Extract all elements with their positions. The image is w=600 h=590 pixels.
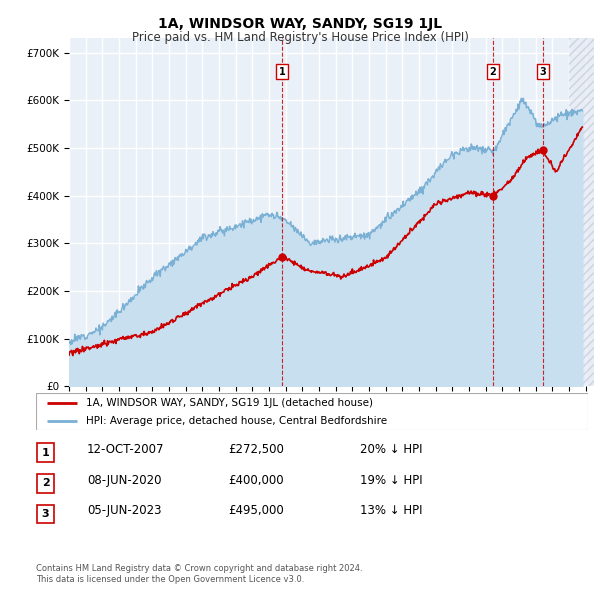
Text: £400,000: £400,000 bbox=[228, 474, 284, 487]
Text: 1A, WINDSOR WAY, SANDY, SG19 1JL: 1A, WINDSOR WAY, SANDY, SG19 1JL bbox=[158, 17, 442, 31]
Text: 1: 1 bbox=[42, 448, 49, 458]
Text: Contains HM Land Registry data © Crown copyright and database right 2024.: Contains HM Land Registry data © Crown c… bbox=[36, 565, 362, 573]
Text: 13% ↓ HPI: 13% ↓ HPI bbox=[360, 504, 422, 517]
Text: Price paid vs. HM Land Registry's House Price Index (HPI): Price paid vs. HM Land Registry's House … bbox=[131, 31, 469, 44]
Text: 05-JUN-2023: 05-JUN-2023 bbox=[87, 504, 161, 517]
Text: £495,000: £495,000 bbox=[228, 504, 284, 517]
Text: 12-OCT-2007: 12-OCT-2007 bbox=[87, 443, 164, 456]
Text: 1: 1 bbox=[279, 67, 286, 77]
Text: 20% ↓ HPI: 20% ↓ HPI bbox=[360, 443, 422, 456]
Text: 19% ↓ HPI: 19% ↓ HPI bbox=[360, 474, 422, 487]
Text: 1A, WINDSOR WAY, SANDY, SG19 1JL (detached house): 1A, WINDSOR WAY, SANDY, SG19 1JL (detach… bbox=[86, 398, 373, 408]
Text: 3: 3 bbox=[42, 509, 49, 519]
Text: HPI: Average price, detached house, Central Bedfordshire: HPI: Average price, detached house, Cent… bbox=[86, 417, 387, 427]
Text: 3: 3 bbox=[539, 67, 546, 77]
Text: 2: 2 bbox=[42, 478, 49, 489]
Text: 08-JUN-2020: 08-JUN-2020 bbox=[87, 474, 161, 487]
Text: £272,500: £272,500 bbox=[228, 443, 284, 456]
Text: This data is licensed under the Open Government Licence v3.0.: This data is licensed under the Open Gov… bbox=[36, 575, 304, 584]
Text: 2: 2 bbox=[490, 67, 496, 77]
